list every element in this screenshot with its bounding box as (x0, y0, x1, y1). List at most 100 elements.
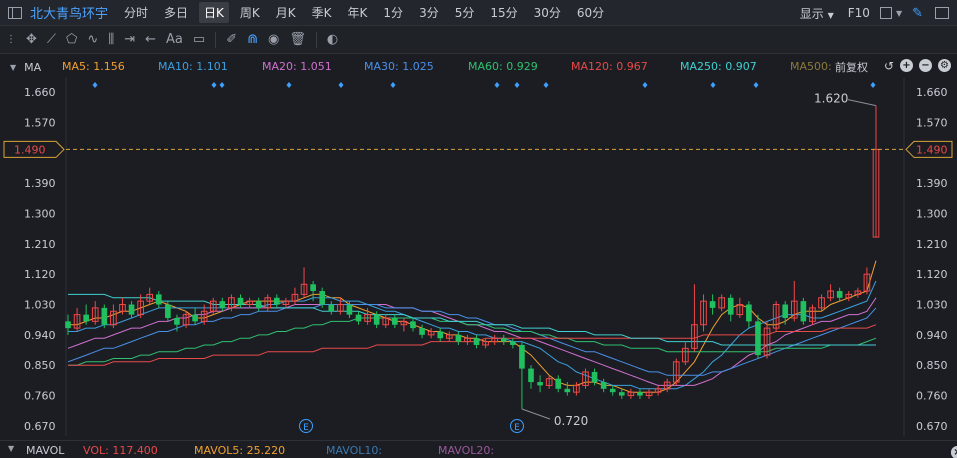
event-marker-2[interactable]: E (510, 419, 524, 434)
price-tick-right: 1.210 (916, 238, 948, 251)
close-icon[interactable]: × (951, 446, 957, 458)
ma120-label: MA120: 0.967 (571, 60, 648, 73)
ma250-line (68, 293, 876, 346)
trash-icon[interactable]: 🗑 (289, 32, 306, 47)
add-icon[interactable]: + (900, 59, 913, 72)
event-marker-label: E (514, 423, 520, 433)
eraser-icon[interactable]: ✐ (226, 32, 238, 47)
candle-body-down (219, 301, 226, 308)
toolbar-divider (215, 31, 217, 48)
candle-body-up (209, 300, 217, 312)
event-marker-1[interactable]: E (299, 419, 313, 434)
candle-body-down (528, 368, 534, 383)
display-dropdown[interactable]: 显示 ▼ (800, 5, 834, 22)
candle-body-down (310, 284, 316, 292)
eye-icon[interactable]: ◉ (268, 32, 280, 47)
candle-body-down (419, 328, 425, 335)
period-tab-intraday[interactable]: 分时 (124, 6, 149, 20)
comment-tool-icon[interactable]: ▭ (192, 32, 206, 47)
candle-body-up (845, 293, 853, 299)
candle-body-down (755, 321, 761, 356)
candle-body-up (146, 293, 154, 302)
sidebar-toggle-icon[interactable] (8, 6, 22, 19)
candle-body-down (618, 392, 625, 396)
chevron-down-icon[interactable]: ▼ (895, 8, 903, 18)
text-tool-icon[interactable]: Aa (166, 32, 183, 47)
candle-body-up (573, 384, 580, 393)
period-tab-15min[interactable]: 15分 (490, 6, 518, 20)
price-adjust-dropdown[interactable]: 前复权 (835, 61, 868, 74)
arrow-tool-icon[interactable]: ← (145, 32, 157, 47)
stock-name[interactable]: 北大青鸟环宇 (30, 7, 109, 22)
mavol20-label: MAVOL20: (438, 444, 495, 457)
period-tab-30min[interactable]: 30分 (533, 6, 561, 20)
polygon-tool-icon[interactable]: ⬠ (66, 32, 78, 47)
period-tab-daily[interactable]: 日K (199, 2, 229, 23)
toggle-icon[interactable]: ◐ (326, 32, 339, 47)
crosshair-move-icon[interactable]: ✥ (26, 32, 37, 47)
candle-body-up (291, 293, 299, 302)
candle-body-up (672, 361, 680, 383)
candle-body-down (83, 314, 89, 322)
candle-body-down (455, 334, 462, 342)
price-tick-left: 0.850 (24, 359, 56, 372)
candle-body-up (654, 388, 662, 393)
candle-body-up (427, 330, 435, 336)
candle-body-up (445, 334, 453, 339)
ma-title[interactable]: MA (24, 60, 42, 74)
candle-body-down (155, 294, 162, 305)
period-tab-60min[interactable]: 60分 (576, 6, 605, 20)
window-icon[interactable] (935, 7, 949, 19)
range-tool-icon[interactable]: ⇥ (124, 32, 136, 47)
candle-body-down (101, 307, 108, 325)
remove-icon[interactable]: − (919, 59, 932, 72)
settings-icon[interactable]: ⚙ (938, 59, 951, 72)
candle-body-up (863, 273, 871, 292)
candle-body-down (373, 314, 380, 325)
period-tab-weekly[interactable]: 周K (239, 6, 260, 20)
candle-body-down (727, 297, 734, 315)
period-tab-multiday[interactable]: 多日 (164, 6, 189, 20)
candle-body-up (809, 307, 816, 322)
mavol-title[interactable]: MAVOL (26, 444, 65, 457)
candle-body-up (682, 347, 689, 363)
layout-icon[interactable] (879, 7, 892, 19)
ma5-label: MA5: 1.156 (62, 60, 125, 73)
candle-body-down (65, 321, 71, 329)
candle-body-down (255, 301, 262, 308)
candle-body-down (392, 318, 398, 325)
f10-button[interactable]: F10 (847, 6, 870, 20)
period-tab-monthly[interactable]: 月K (275, 6, 296, 20)
chevron-down-icon[interactable]: ▼ (8, 444, 15, 453)
candle-body-down (174, 318, 180, 325)
candle-body-up (763, 327, 771, 356)
draw-pen-icon[interactable]: ✎ (912, 5, 923, 21)
price-tick-right: 1.300 (916, 207, 948, 220)
price-tick-right: 1.660 (916, 86, 948, 99)
price-tick-left: 0.940 (24, 329, 56, 342)
price-tick-left: 0.760 (24, 390, 56, 403)
bar-tool-icon[interactable]: ⫼ (108, 32, 115, 47)
period-tab-yearly[interactable]: 年K (347, 6, 368, 20)
period-tab-quarterly[interactable]: 季K (311, 6, 332, 20)
price-tick-right: 1.390 (916, 177, 948, 190)
undo-icon[interactable]: ↺ (883, 59, 894, 73)
event-diamond (338, 82, 344, 88)
period-tab-5min[interactable]: 5分 (454, 6, 475, 20)
chevron-down-icon[interactable]: ▼ (10, 62, 17, 72)
display-label: 显示 (799, 6, 824, 21)
candle-body-up (246, 300, 253, 306)
price-axis-left: 1.6601.5701.4801.3901.3001.2101.1201.030… (24, 86, 56, 433)
event-diamond (642, 82, 648, 88)
magnet-icon[interactable]: ⋒ (247, 32, 258, 47)
candle-body-down (746, 304, 752, 322)
period-tab-3min[interactable]: 3分 (419, 6, 439, 20)
candle-body-up (718, 297, 725, 309)
ma500-label: MA500: (790, 60, 832, 73)
period-tab-1min[interactable]: 1分 (383, 6, 404, 20)
candle-body-up (772, 304, 780, 329)
candle-body-down (591, 371, 598, 383)
line-tool-icon[interactable]: ⟋ (46, 32, 57, 47)
wave-tool-icon[interactable]: ∿ (87, 32, 99, 47)
